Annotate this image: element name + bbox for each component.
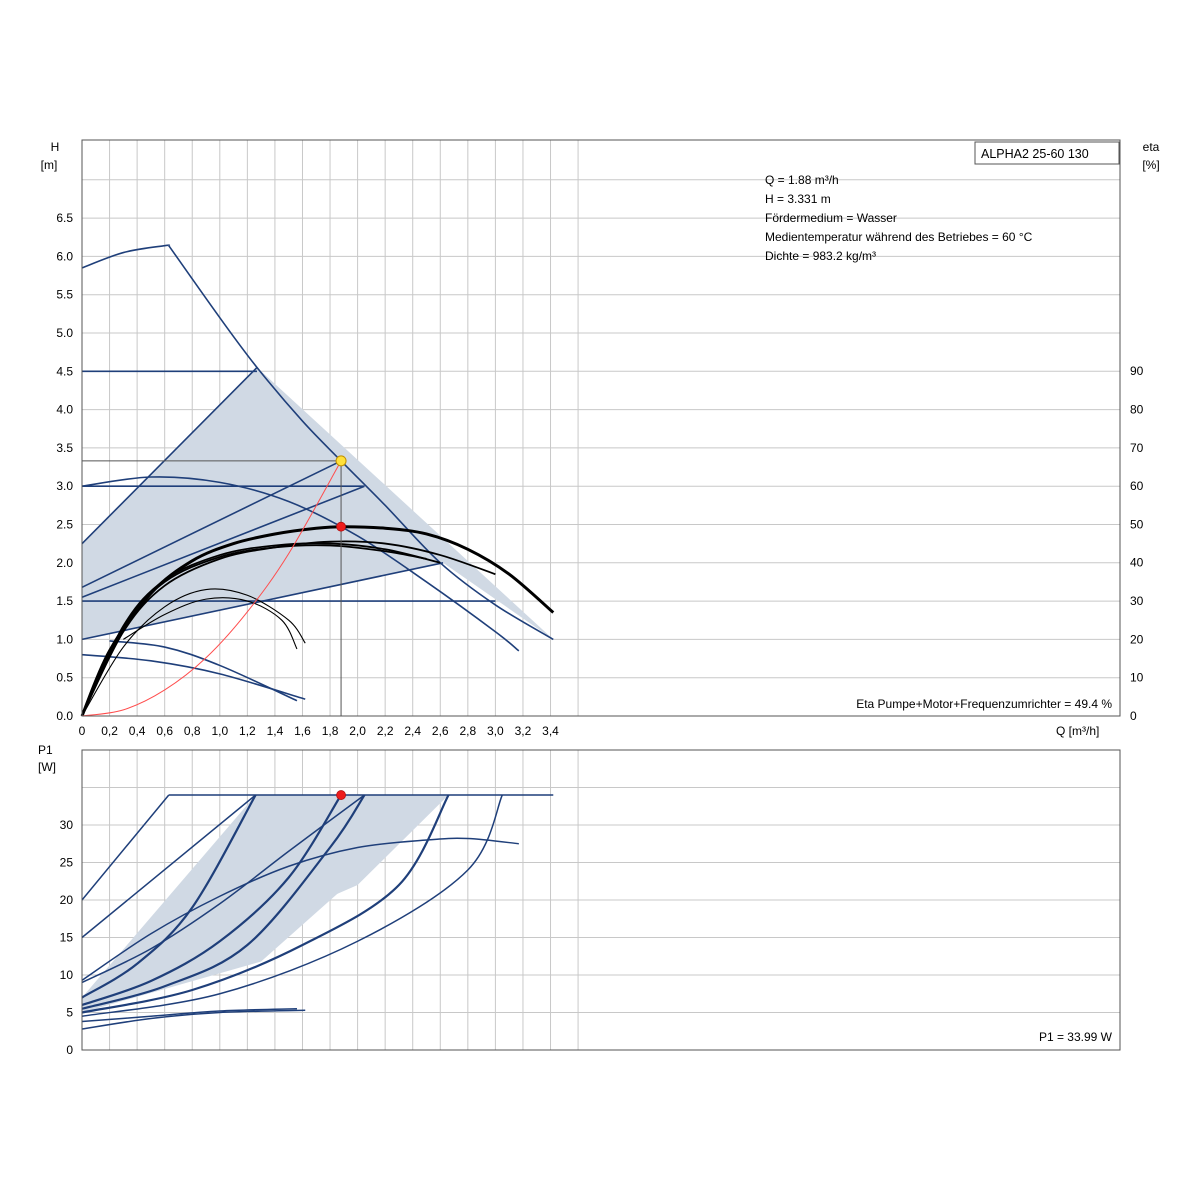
x-tick-label: 0,2: [101, 724, 118, 738]
y-tick-label: 1.0: [56, 632, 73, 646]
x-tick-label: 3,2: [515, 724, 532, 738]
power-curve: [81, 794, 342, 1007]
y-tick-label: 2.0: [56, 556, 73, 570]
x-tick-label: 1,2: [239, 724, 256, 738]
p1-tick-label: 10: [60, 968, 74, 982]
y-tick-label: 3.0: [56, 479, 73, 493]
head-curve: [81, 653, 306, 700]
y2-tick-label: 50: [1130, 517, 1144, 531]
model-label-box: [974, 141, 1120, 165]
head-curve: [81, 476, 520, 652]
head-curve: [81, 460, 342, 589]
x-tick-label: 1,6: [294, 724, 311, 738]
power-range-area: [255, 795, 449, 915]
y-axis-unit-h: [m]: [41, 158, 58, 172]
x-tick-label: 2,0: [349, 724, 366, 738]
p1-note: P1 = 33.99 W: [1039, 1030, 1113, 1044]
x-tick-label: 0: [79, 724, 86, 738]
head-curve: [81, 562, 444, 641]
y-tick-label: 4.5: [56, 364, 73, 378]
y-tick-label: 4.0: [56, 403, 73, 417]
x-tick-label: 3,4: [542, 724, 559, 738]
p1-tick-label: 25: [60, 856, 74, 870]
system-curve: [81, 460, 342, 717]
power-point-marker: [336, 790, 346, 800]
power-curve: [81, 794, 450, 1014]
x-tick-label: 2,8: [459, 724, 476, 738]
y-axis-unit-p1: [W]: [38, 760, 56, 774]
p1-tick-label: 0: [66, 1043, 73, 1057]
y2-tick-label: 30: [1130, 594, 1144, 608]
power-curve: [81, 794, 365, 984]
head-chart-frame: [81, 139, 1121, 717]
p1-tick-label: 30: [60, 818, 74, 832]
power-curve: [81, 794, 503, 1017]
power-curve: [81, 794, 170, 901]
head-curve: [81, 485, 365, 599]
p1-tick-label: 5: [66, 1006, 73, 1020]
power-curve: [81, 1008, 297, 1023]
y2-tick-label: 90: [1130, 364, 1144, 378]
power-curve: [81, 794, 366, 1010]
y2-axis-unit-eta: [%]: [1142, 158, 1159, 172]
power-curve: [81, 837, 519, 981]
y2-axis-label-eta: eta: [1143, 140, 1160, 154]
info-flow: Q = 1.88 m³/h: [765, 173, 839, 187]
y-tick-label: 2.5: [56, 518, 73, 532]
y-tick-label: 6.5: [56, 211, 73, 225]
x-tick-label: 2,4: [404, 724, 421, 738]
y-tick-label: 1.5: [56, 594, 73, 608]
efficiency-curve: [123, 597, 298, 650]
power-curve: [81, 794, 257, 939]
power-chart-plot: [81, 790, 554, 1030]
power-curve: [81, 794, 257, 999]
x-tick-label: 2,2: [377, 724, 394, 738]
x-tick-label: 0,8: [184, 724, 201, 738]
y-axis-label-h: H: [51, 140, 60, 154]
y2-tick-label: 0: [1130, 709, 1137, 723]
head-chart-grid: [82, 140, 1120, 716]
y-tick-label: 6.0: [56, 249, 73, 263]
y-tick-label: 0.0: [56, 709, 73, 723]
x-tick-label: 1,4: [267, 724, 284, 738]
y-tick-label: 3.5: [56, 441, 73, 455]
p1-tick-label: 15: [60, 931, 74, 945]
x-tick-label: 3,0: [487, 724, 504, 738]
y-axis-label-p1: P1: [38, 743, 53, 757]
info-head: H = 3.331 m: [765, 192, 831, 206]
y-tick-label: 5.5: [56, 288, 73, 302]
head-curve: [109, 640, 298, 702]
y2-tick-label: 60: [1130, 479, 1144, 493]
head-chart-plot: [80, 244, 555, 717]
y2-tick-label: 40: [1130, 556, 1144, 570]
eta-note: Eta Pumpe+Motor+Frequenzumrichter = 49.4…: [856, 697, 1112, 711]
x-tick-label: 0,4: [129, 724, 146, 738]
y-tick-label: 0.5: [56, 671, 73, 685]
info-medium: Fördermedium = Wasser: [765, 211, 897, 225]
efficiency-point-marker: [336, 521, 346, 532]
x-tick-label: 2,6: [432, 724, 449, 738]
efficiency-curve: [81, 544, 427, 717]
p1-tick-label: 20: [60, 893, 74, 907]
efficiency-curve: [81, 542, 441, 717]
info-temperature: Medientemperatur während des Betriebes =…: [765, 230, 1033, 244]
y2-tick-label: 70: [1130, 441, 1144, 455]
info-density: Dichte = 983.2 kg/m³: [765, 249, 876, 263]
y2-tick-label: 20: [1130, 632, 1144, 646]
power-chart-frame: [81, 749, 1121, 1051]
power-curve: [81, 1009, 306, 1030]
x-axis-label: Q [m³/h]: [1056, 724, 1099, 738]
axis-tick-labels: 0 0,2 0,4 0,6 0,8 1,0 1,2 1,4 1,6 1,8 2,0 2,2 2,4 2,6…: [56, 211, 1143, 1057]
y2-tick-label: 10: [1130, 671, 1144, 685]
y2-tick-label: 80: [1130, 402, 1144, 416]
x-tick-label: 0,6: [156, 724, 173, 738]
model-label: ALPHA2 25-60 130: [981, 147, 1089, 161]
duty-point-marker: [335, 455, 347, 467]
head-curve: [81, 366, 258, 545]
x-tick-label: 1,8: [322, 724, 339, 738]
efficiency-curve: [81, 588, 306, 717]
x-tick-label: 1,0: [211, 724, 228, 738]
y-tick-label: 5.0: [56, 326, 73, 340]
